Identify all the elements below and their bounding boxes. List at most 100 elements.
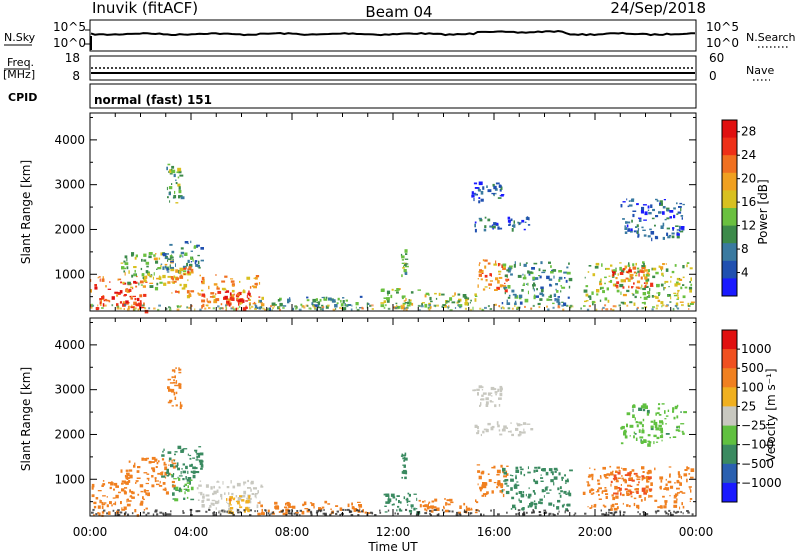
colorbar-segment <box>722 387 737 407</box>
echo-cell <box>310 512 313 515</box>
echo-cell <box>632 213 635 218</box>
echo-cell <box>678 474 681 478</box>
echo-cell <box>340 307 343 310</box>
echo-cell <box>383 306 386 309</box>
echo-cell <box>628 262 630 266</box>
echo-cell <box>141 457 144 461</box>
echo-cell <box>541 489 545 493</box>
echo-cell <box>645 284 647 287</box>
echo-cell <box>656 436 660 440</box>
echo-cell <box>324 500 328 504</box>
echo-cell <box>647 269 650 273</box>
echo-cell <box>490 509 492 512</box>
echo-cell <box>184 491 186 495</box>
echo-cell <box>667 294 669 297</box>
echo-cell <box>243 289 245 293</box>
echo-cell <box>387 509 390 512</box>
echo-cell <box>674 511 678 514</box>
echo-cell <box>546 275 550 280</box>
echo-cell <box>396 512 399 515</box>
echo-cell <box>428 306 430 309</box>
echo-cell <box>145 492 148 496</box>
echo-cell <box>248 299 251 301</box>
echo-cell <box>394 289 397 292</box>
echo-cell <box>166 166 168 171</box>
echo-cell <box>648 441 652 444</box>
echo-cell <box>519 434 522 436</box>
echo-cell <box>672 227 675 230</box>
noise-sky-line <box>90 29 696 37</box>
echo-cell <box>541 271 546 274</box>
echo-cell <box>396 509 398 512</box>
echo-cell <box>190 240 192 244</box>
echo-cell <box>355 302 359 306</box>
echo-cell <box>538 275 541 277</box>
echo-cell <box>235 307 238 311</box>
echo-cell <box>555 283 558 286</box>
echo-cell <box>397 305 399 308</box>
echo-cell <box>404 249 408 253</box>
echo-cell <box>666 487 670 491</box>
echo-cell <box>254 308 257 310</box>
echo-cell <box>650 420 654 423</box>
echo-cell <box>197 510 201 513</box>
echo-cell <box>238 302 240 306</box>
echo-cell <box>178 371 182 374</box>
echo-cell <box>202 495 205 499</box>
echo-cell <box>287 510 291 513</box>
echo-cell <box>634 417 636 421</box>
echo-cell <box>497 388 500 392</box>
echo-cell <box>473 389 476 392</box>
echo-cell <box>258 296 261 298</box>
echo-cell <box>121 488 125 492</box>
echo-cell <box>164 257 169 260</box>
echo-cell <box>190 290 195 293</box>
echo-cell <box>619 266 622 271</box>
echo-cell <box>254 306 259 309</box>
echo-cell <box>351 502 353 506</box>
echo-cell <box>323 296 326 301</box>
echo-cell <box>646 479 649 483</box>
echo-cell <box>367 512 371 514</box>
echo-cell <box>128 270 130 274</box>
echo-cell <box>464 296 468 300</box>
echo-cell <box>102 276 104 279</box>
echo-cell <box>629 273 634 277</box>
echo-cell <box>133 464 136 468</box>
echo-cell <box>123 480 126 484</box>
echo-cell <box>128 460 131 463</box>
echo-cell <box>589 467 591 469</box>
echo-cell <box>228 498 232 502</box>
echo-cell <box>595 491 598 493</box>
echo-cell <box>642 287 646 291</box>
echo-cell <box>553 275 555 279</box>
echo-cell <box>192 457 196 459</box>
echo-cell <box>540 288 544 293</box>
echo-cell <box>387 501 391 504</box>
echo-cell <box>619 510 622 513</box>
echo-cell <box>230 280 235 283</box>
echo-cell <box>569 304 573 307</box>
echo-cell <box>242 307 247 311</box>
echo-cell <box>157 460 160 463</box>
echo-cell <box>470 308 472 311</box>
echo-cell <box>588 474 592 477</box>
echo-cell <box>534 480 539 485</box>
echo-cell <box>247 479 249 483</box>
echo-cell <box>289 297 291 299</box>
echo-cell <box>227 502 230 505</box>
echo-cell <box>125 288 127 292</box>
colorbar-segment <box>722 172 737 191</box>
echo-cell <box>676 235 680 239</box>
echo-cell <box>640 405 643 408</box>
echo-cell <box>325 305 329 309</box>
echo-cell <box>533 479 535 482</box>
echo-cell <box>612 470 614 473</box>
echo-cell <box>169 264 171 268</box>
echo-cell <box>421 302 425 304</box>
echo-cell <box>642 270 645 274</box>
echo-cell <box>438 513 440 516</box>
echo-cell <box>639 269 644 273</box>
echo-cell <box>444 498 446 500</box>
echo-cell <box>148 307 151 310</box>
